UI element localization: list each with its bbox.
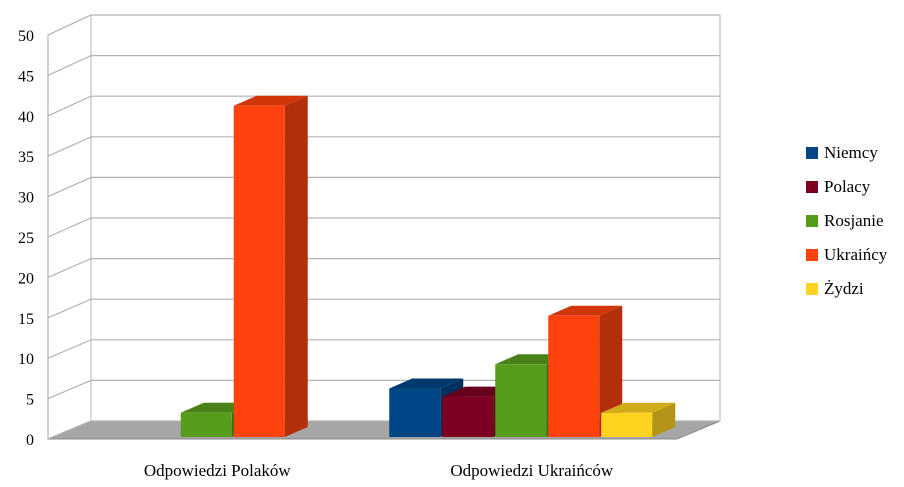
- bar-top: [233, 95, 308, 106]
- bar-front: [180, 412, 232, 437]
- gridline: [47, 54, 720, 76]
- gridline: [47, 217, 720, 238]
- bar-front: [495, 364, 547, 437]
- y-tick-label: 40: [18, 109, 34, 126]
- bar: [601, 402, 676, 437]
- bar-front: [233, 105, 285, 437]
- y-axis-ticks: 0 5 10 15 20 25 30 35 40 45 50: [18, 28, 34, 449]
- x-tick-label: Odpowiedzi Ukraińców: [450, 461, 614, 480]
- legend-label: Niemcy: [824, 143, 878, 162]
- gridlines: [47, 14, 720, 440]
- y-tick-label: 20: [18, 270, 34, 287]
- bar-side: [284, 95, 308, 437]
- y-tick-label: 35: [18, 149, 34, 166]
- bar-front: [389, 388, 441, 437]
- y-tick-label: 0: [26, 432, 34, 449]
- legend: Niemcy Polacy Rosjanie Ukraińcy Żydzi: [806, 143, 888, 298]
- legend-label: Żydzi: [824, 279, 864, 298]
- y-tick-label: 25: [18, 230, 34, 247]
- gridline: [47, 14, 720, 36]
- y-tick-label: 15: [18, 311, 34, 328]
- bars: [180, 95, 676, 437]
- bar-top: [601, 402, 676, 413]
- gridline: [47, 95, 720, 117]
- gridline: [47, 136, 720, 157]
- legend-label: Ukraińcy: [824, 245, 888, 264]
- y-tick-label: 45: [18, 68, 34, 85]
- legend-swatch: [806, 181, 818, 193]
- bar-front: [548, 315, 600, 437]
- gridline: [47, 339, 720, 359]
- bar-front: [601, 412, 653, 437]
- legend-swatch: [806, 215, 818, 227]
- x-tick-label: Odpowiedzi Polaków: [144, 461, 292, 480]
- gridline: [47, 258, 720, 278]
- y-tick-label: 30: [18, 190, 34, 207]
- bar-front: [442, 396, 494, 437]
- y-tick-label: 10: [18, 351, 34, 368]
- bar-side: [652, 402, 676, 437]
- legend-item: Rosjanie: [806, 211, 884, 230]
- bar: [548, 305, 623, 437]
- legend-item: Niemcy: [806, 143, 878, 162]
- legend-label: Polacy: [824, 177, 871, 196]
- legend-label: Rosjanie: [824, 211, 884, 230]
- y-tick-label: 50: [18, 28, 34, 45]
- bar-side: [599, 305, 623, 437]
- bar: [233, 95, 308, 437]
- gridline: [47, 298, 720, 319]
- legend-item: Żydzi: [806, 279, 864, 298]
- legend-item: Polacy: [806, 177, 871, 196]
- x-axis-labels: Odpowiedzi Polaków Odpowiedzi Ukraińców: [144, 461, 614, 480]
- legend-swatch: [806, 147, 818, 159]
- legend-swatch: [806, 249, 818, 261]
- y-tick-label: 5: [26, 392, 34, 409]
- legend-item: Ukraińcy: [806, 245, 888, 264]
- gridline: [47, 176, 720, 198]
- bar-top: [548, 305, 623, 316]
- legend-swatch: [806, 283, 818, 295]
- bar-top: [389, 378, 464, 389]
